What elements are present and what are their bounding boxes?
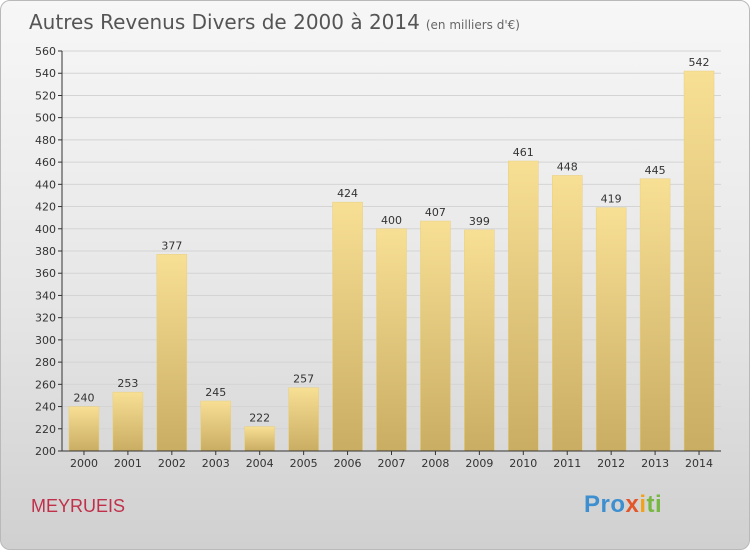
x-tick-label: 2014 — [685, 457, 713, 470]
bar-2011 — [551, 175, 583, 452]
x-tick-label: 2001 — [114, 457, 142, 470]
y-tick-label: 200 — [35, 445, 56, 458]
y-tick-label: 440 — [35, 178, 56, 191]
bar-2003 — [200, 400, 232, 452]
x-tick-label: 2002 — [158, 457, 186, 470]
x-tick-label: 2004 — [246, 457, 274, 470]
axes — [58, 50, 721, 455]
x-tick-label: 2003 — [202, 457, 230, 470]
bar-2000 — [68, 406, 100, 452]
bar-2008 — [420, 220, 451, 452]
bars — [68, 70, 715, 452]
y-tick-label: 520 — [35, 89, 56, 102]
x-tick-label: 2011 — [553, 457, 581, 470]
x-tick-label: 2012 — [597, 457, 625, 470]
bar-2006 — [332, 201, 363, 452]
y-tick-label: 400 — [35, 223, 56, 236]
bar-2013 — [639, 178, 671, 452]
y-tick-label: 360 — [35, 267, 56, 280]
x-tick-label: 2008 — [421, 457, 449, 470]
y-tick-label: 560 — [35, 45, 56, 58]
y-tick-label: 260 — [35, 378, 56, 391]
data-label: 377 — [161, 239, 182, 252]
city-name: MEYRUEIS — [31, 496, 126, 516]
bar-2004 — [244, 426, 275, 452]
y-tick-label: 300 — [35, 334, 56, 347]
bar-2009 — [464, 229, 495, 452]
chart-title-unit: (en milliers d'€) — [425, 18, 520, 32]
y-tick-label: 420 — [35, 201, 56, 214]
y-tick-label: 280 — [35, 356, 56, 369]
proxiti-logo: Proxiti — [584, 491, 663, 518]
bar-2005 — [288, 387, 319, 452]
data-label: 424 — [337, 187, 358, 200]
data-label: 245 — [205, 386, 226, 399]
y-tick-label: 540 — [35, 67, 56, 80]
x-tick-label: 2000 — [70, 457, 98, 470]
x-tick-label: 2005 — [290, 457, 318, 470]
labels: 200 220 240 260 280 300 320 340 360 380 400 420 440 4… — [35, 45, 713, 470]
y-tick-label: 500 — [35, 112, 56, 125]
bar-2014 — [683, 70, 715, 452]
data-label: 542 — [689, 56, 710, 69]
x-tick-label: 2009 — [465, 457, 493, 470]
bar-2007 — [376, 228, 407, 452]
data-label: 400 — [381, 214, 402, 227]
bar-2001 — [112, 391, 144, 452]
chart-title: Autres Revenus Divers de 2000 à 2014 (en … — [29, 10, 520, 34]
chart-title-main: Autres Revenus Divers de 2000 à 2014 — [29, 10, 420, 34]
bar-2012 — [595, 207, 627, 452]
y-tick-label: 320 — [35, 312, 56, 325]
data-label: 448 — [557, 160, 578, 173]
data-label: 222 — [249, 412, 270, 425]
x-tick-label: 2007 — [378, 457, 406, 470]
y-tick-label: 220 — [35, 423, 56, 436]
x-tick-label: 2006 — [334, 457, 362, 470]
data-label: 240 — [73, 392, 94, 405]
bar-2010 — [508, 160, 539, 452]
x-tick-label: 2013 — [641, 457, 669, 470]
y-tick-label: 460 — [35, 156, 56, 169]
y-tick-label: 340 — [35, 289, 56, 302]
y-tick-label: 380 — [35, 245, 56, 258]
y-tick-label: 240 — [35, 401, 56, 414]
data-label: 253 — [117, 377, 138, 390]
data-label: 399 — [469, 215, 490, 228]
data-label: 445 — [645, 164, 666, 177]
bar-2002 — [156, 254, 188, 452]
data-label: 407 — [425, 206, 446, 219]
y-tick-label: 480 — [35, 134, 56, 147]
x-tick-label: 2010 — [509, 457, 537, 470]
data-label: 419 — [601, 193, 622, 206]
data-label: 257 — [293, 373, 314, 386]
data-label: 461 — [513, 146, 534, 159]
